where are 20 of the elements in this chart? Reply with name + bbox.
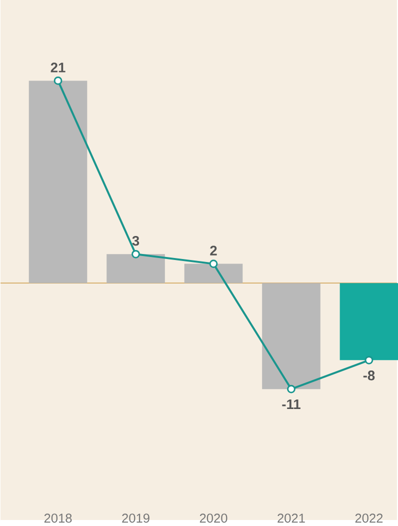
x-tick-label: 2021 <box>278 514 305 523</box>
bar <box>28 80 88 284</box>
bar <box>106 254 165 284</box>
point <box>286 384 296 394</box>
data-label: -8 <box>363 370 375 380</box>
x-tick-label: 2020 <box>200 514 228 523</box>
point <box>54 76 62 85</box>
x-tick-label: 2019 <box>122 514 150 523</box>
point <box>364 356 374 364</box>
data-label: 3 <box>132 236 140 246</box>
bar <box>262 283 320 390</box>
data-label: 2 <box>210 246 217 256</box>
data-label: -11 <box>282 399 300 409</box>
bar <box>340 283 398 360</box>
data-label: 21 <box>50 62 66 72</box>
point <box>131 250 140 258</box>
x-tick-label: 2022 <box>355 514 382 523</box>
x-tick-label: 2018 <box>44 514 72 523</box>
bar <box>184 264 243 284</box>
point <box>209 260 218 268</box>
